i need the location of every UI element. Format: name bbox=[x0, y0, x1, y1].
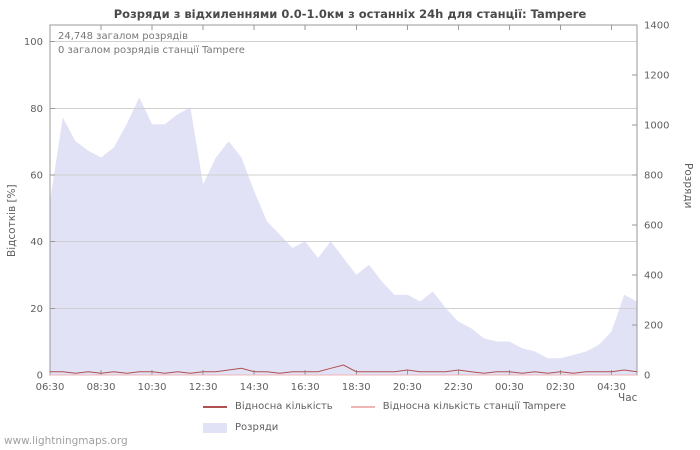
legend-item-discharges: Розряди bbox=[203, 422, 278, 433]
y-tick-label-left: 100 bbox=[24, 37, 43, 48]
y-axis-label-right: Розряди bbox=[682, 163, 694, 209]
legend-swatch-discharges bbox=[203, 422, 227, 433]
watermark: www.lightningmaps.org bbox=[4, 435, 128, 447]
x-axis-label: Час bbox=[618, 392, 638, 404]
y-tick-label-left: 20 bbox=[30, 304, 43, 315]
x-tick-label: 00:30 bbox=[495, 382, 524, 393]
legend-label-station: Відносна кількість станції Tampere bbox=[382, 401, 566, 412]
x-tick-label: 10:30 bbox=[138, 382, 167, 393]
area-series-discharges bbox=[50, 97, 637, 375]
y-tick-label-right: 1400 bbox=[644, 21, 669, 32]
x-tick-label: 18:30 bbox=[342, 382, 371, 393]
annotation: 24,748 загалом розрядів bbox=[58, 30, 188, 42]
y-tick-label-right: 400 bbox=[644, 271, 663, 282]
y-tick-label-right: 600 bbox=[644, 221, 663, 232]
legend-swatch-station bbox=[350, 405, 375, 408]
x-tick-label: 12:30 bbox=[189, 382, 218, 393]
x-tick-label: 22:30 bbox=[444, 382, 473, 393]
y-tick-label-right: 1200 bbox=[644, 71, 669, 82]
y-tick-label-right: 1000 bbox=[644, 121, 669, 132]
legend-swatch-relative bbox=[203, 405, 227, 408]
x-tick-label: 16:30 bbox=[291, 382, 320, 393]
legend-item-relative: Відносна кількість bbox=[203, 401, 333, 412]
x-tick-label: 02:30 bbox=[546, 382, 575, 393]
x-tick-label: 04:30 bbox=[597, 382, 626, 393]
y-tick-label-left: 80 bbox=[30, 104, 43, 115]
y-tick-label-right: 0 bbox=[644, 371, 650, 382]
y-tick-label-right: 200 bbox=[644, 321, 663, 332]
y-tick-label-left: 0 bbox=[37, 371, 43, 382]
line-series-relative bbox=[50, 364, 638, 374]
x-tick-label: 06:30 bbox=[36, 382, 65, 393]
legend-label-discharges: Розряди bbox=[235, 422, 279, 433]
x-tick-label: 08:30 bbox=[87, 382, 116, 393]
y-axis-label-left: Відсотків [%] bbox=[6, 184, 18, 257]
y-tick-label-left: 40 bbox=[30, 237, 43, 248]
legend-row-area: Розряди bbox=[203, 417, 584, 438]
y-tick-label-right: 800 bbox=[644, 171, 663, 182]
annotation: 0 загалом розрядів станції Tampere bbox=[58, 44, 245, 56]
legend-item-station: Відносна кількість станції Tampere bbox=[350, 401, 566, 412]
x-tick-label: 20:30 bbox=[393, 382, 422, 393]
y-tick-label-left: 60 bbox=[30, 171, 43, 182]
legend: Відносна кількість Відносна кількість ст… bbox=[203, 396, 584, 438]
chart-title: Розряди з відхиленнями 0.0-1.0км з остан… bbox=[113, 7, 587, 21]
legend-label-relative: Відносна кількість bbox=[235, 401, 333, 412]
legend-row-lines: Відносна кількість Відносна кількість ст… bbox=[203, 396, 584, 417]
x-tick-label: 14:30 bbox=[240, 382, 269, 393]
